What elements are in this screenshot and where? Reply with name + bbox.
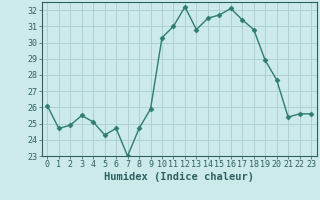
X-axis label: Humidex (Indice chaleur): Humidex (Indice chaleur) [104, 172, 254, 182]
